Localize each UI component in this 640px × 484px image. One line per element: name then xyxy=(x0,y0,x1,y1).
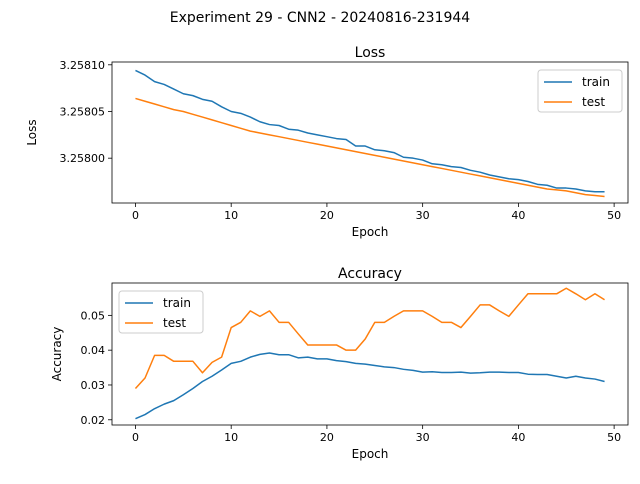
chart1-ytick-label: 3.25810 xyxy=(60,59,106,72)
chart1-axes: Loss 0 10 20 30 40 50 3.25800 3.25805 3.25810 Epoc… xyxy=(25,45,629,239)
chart1-xlabel: Epoch xyxy=(352,225,389,239)
chart2-series-train-line xyxy=(135,352,605,420)
chart1-ytick-label: 3.25800 xyxy=(60,152,106,165)
chart2-legend-label-test: test xyxy=(163,316,186,330)
chart1-ylabel: Loss xyxy=(25,119,39,145)
chart1-xtick-label: 50 xyxy=(607,209,621,222)
chart2-ytick-label: 0.02 xyxy=(81,414,106,427)
chart2-xlabel: Epoch xyxy=(352,447,389,461)
chart2-frame xyxy=(111,282,629,426)
chart1-legend-label-train: train xyxy=(582,75,610,89)
chart2-legend: train test xyxy=(118,290,204,334)
chart1-xtick-label: 40 xyxy=(511,209,525,222)
chart2-ytick-label: 0.03 xyxy=(81,379,106,392)
chart1-series-test-line xyxy=(135,97,605,198)
chart1-legend-label-test: test xyxy=(582,95,605,109)
chart2-title: Accuracy xyxy=(338,266,402,282)
chart2-ylabel: Accuracy xyxy=(50,327,64,382)
chart1-xtick-label: 20 xyxy=(320,209,334,222)
chart1-frame xyxy=(111,61,629,204)
chart1-legend: train test xyxy=(537,69,623,113)
chart1-xtick-label: 30 xyxy=(416,209,430,222)
chart1-ytick-label: 3.25805 xyxy=(60,105,106,118)
chart1-xtick-label: 10 xyxy=(224,209,238,222)
chart2-series-test-line xyxy=(134,287,605,389)
figure-suptitle: Experiment 29 - CNN2 - 20240816-231944 xyxy=(170,10,471,26)
chart2-xtick-label: 10 xyxy=(224,431,238,444)
chart1-xtick-label: 0 xyxy=(132,209,139,222)
chart2-ytick-label: 0.05 xyxy=(81,309,106,322)
chart2-xtick-label: 30 xyxy=(416,431,430,444)
chart1-title: Loss xyxy=(355,45,386,61)
chart2-xtick-label: 50 xyxy=(607,431,621,444)
chart2-xtick-label: 20 xyxy=(320,431,334,444)
chart1-series-train-line xyxy=(135,69,605,193)
chart2-axes: Accuracy 0 10 20 30 40 50 0.02 0.03 0.04 0.05 Epoch… xyxy=(50,266,629,461)
chart2-legend-label-train: train xyxy=(163,296,191,310)
chart2-ytick-label: 0.04 xyxy=(81,344,106,357)
chart2-xtick-label: 40 xyxy=(511,431,525,444)
chart2-xtick-label: 0 xyxy=(132,431,139,444)
